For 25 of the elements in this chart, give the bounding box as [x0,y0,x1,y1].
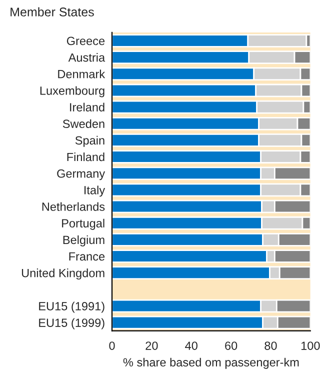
x-axis-title: % share based om passenger-km [123,358,299,369]
y-tick-label: EU15 (1991) [39,302,104,313]
y-tick-label: EU15 (1999) [39,318,104,330]
y-tick-label: Netherlands [42,202,105,211]
y-tick-label: Ireland [70,102,104,112]
y-tick-label: Denmark [58,70,106,78]
y-tick-label: Finland [67,152,104,162]
chart-title: Member States [10,7,94,16]
x-tick-label: 0 [109,342,115,350]
y-tick-label: Greece [66,36,105,46]
y-tick-label: France [69,252,105,261]
y-tick-label: Portugal [62,218,104,230]
x-tick-label: 80 [264,342,277,350]
y-tick-label: Sweden [62,119,104,128]
y-tick-label: Belgium [63,235,104,246]
x-tick-label: 60 [225,342,238,350]
y-tick-label: Germany [57,169,106,180]
y-tick-label: United Kingdom [22,268,104,280]
y-tick-label: Spain [75,136,104,147]
x-tick-label: 100 [301,342,320,350]
y-tick-label: Austria [68,53,106,62]
y-tick-label: Luxembourg [40,86,104,98]
x-tick-label: 40 [185,342,198,350]
x-tick-label: 20 [146,342,158,350]
y-tick-label: Italy [84,186,106,197]
